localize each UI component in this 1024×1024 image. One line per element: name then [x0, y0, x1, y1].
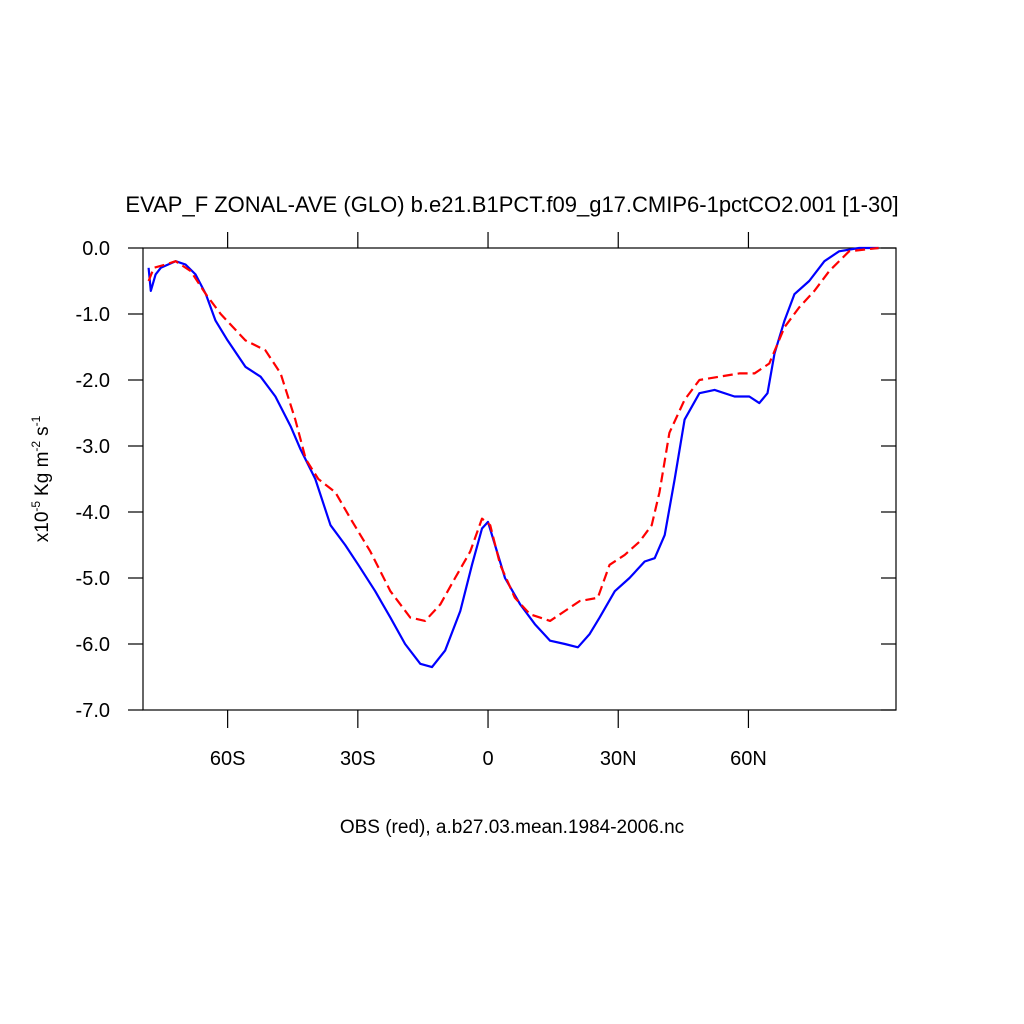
- y-axis-label: x10-5 Kg m-2 s-1: [29, 415, 53, 542]
- y-label-part: -5: [29, 501, 43, 512]
- x-axis-label: OBS (red), a.b27.03.mean.1984-2006.nc: [340, 817, 684, 838]
- y-tick-label: -1.0: [76, 304, 110, 326]
- x-tick-label: 60N: [730, 748, 767, 770]
- y-tick-label: -4.0: [76, 502, 110, 524]
- y-label-part: s: [32, 426, 53, 436]
- y-tick-label: -5.0: [76, 568, 110, 590]
- y-label-part: -2: [29, 441, 43, 452]
- y-label-part: Kg m: [32, 452, 53, 496]
- y-tick-label: 0.0: [82, 238, 110, 260]
- line-series: [147, 246, 879, 622]
- line-series: [147, 246, 879, 669]
- plot-frame: [142, 247, 897, 711]
- x-tick-label: 30S: [340, 748, 376, 770]
- y-tick-label: -6.0: [76, 634, 110, 656]
- x-tick-label: 30N: [600, 748, 637, 770]
- y-tick-label: -3.0: [76, 436, 110, 458]
- y-tick-label: -7.0: [76, 700, 110, 722]
- chart-title: EVAP_F ZONAL-AVE (GLO) b.e21.B1PCT.f09_g…: [125, 192, 898, 217]
- x-tick-label: 60S: [210, 748, 246, 770]
- y-tick-label: -2.0: [76, 370, 110, 392]
- y-label-part: x10: [32, 512, 53, 543]
- x-tick-label: 0: [482, 748, 493, 770]
- y-label-part: -1: [29, 415, 43, 426]
